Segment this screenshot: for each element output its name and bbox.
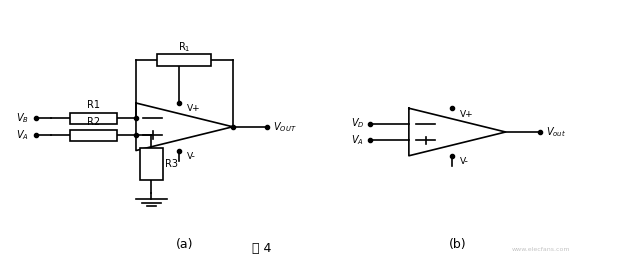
Text: www.elecfans.com: www.elecfans.com bbox=[511, 247, 570, 252]
Bar bbox=[70, 112, 117, 124]
Text: 图 4: 图 4 bbox=[252, 242, 272, 255]
Text: V+: V+ bbox=[460, 110, 473, 119]
Text: $V_{out}$: $V_{out}$ bbox=[546, 125, 566, 139]
Text: $V_D$: $V_D$ bbox=[351, 117, 364, 130]
Text: V+: V+ bbox=[187, 104, 201, 113]
Text: R2: R2 bbox=[87, 117, 100, 128]
Bar bbox=[70, 130, 117, 141]
Text: V-: V- bbox=[187, 152, 196, 161]
Text: R$_1$: R$_1$ bbox=[178, 40, 191, 54]
Text: (a): (a) bbox=[176, 238, 193, 251]
Bar bbox=[140, 148, 163, 180]
Text: $V_A$: $V_A$ bbox=[351, 134, 364, 147]
Text: $V_{OUT}$: $V_{OUT}$ bbox=[273, 120, 297, 134]
Text: $V_B$: $V_B$ bbox=[16, 111, 29, 125]
Bar bbox=[157, 54, 211, 66]
Text: (b): (b) bbox=[449, 238, 466, 251]
Text: V-: V- bbox=[460, 157, 468, 166]
Text: $V_A$: $V_A$ bbox=[16, 128, 29, 142]
Text: R3: R3 bbox=[165, 159, 178, 169]
Text: R1: R1 bbox=[87, 100, 100, 110]
